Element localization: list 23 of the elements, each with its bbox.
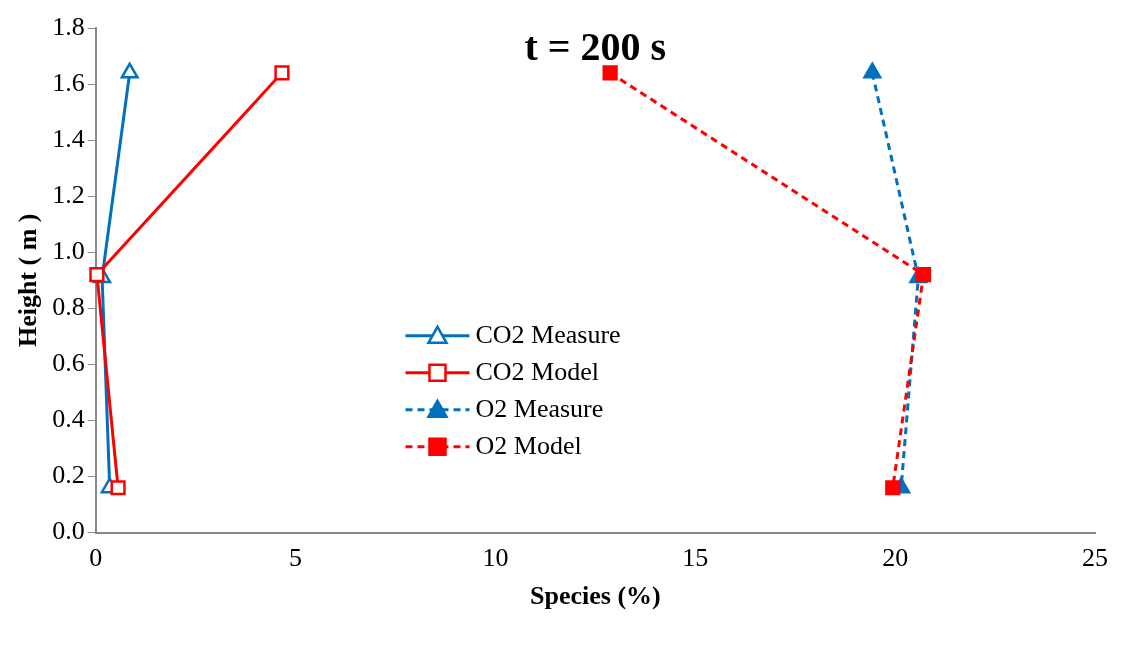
- chart-title: t = 200 s: [524, 24, 667, 70]
- y-tick-label: 0.6: [52, 348, 85, 378]
- y-tick-label: 1.0: [52, 236, 85, 266]
- x-tick-label: 10: [482, 543, 509, 573]
- y-tick-label: 1.4: [52, 123, 85, 153]
- y-tick-label: 1.6: [52, 67, 85, 97]
- y-tick-label: 0.8: [52, 292, 85, 322]
- y-tick-label: 0.0: [52, 516, 85, 546]
- y-tick-label: 1.8: [52, 11, 85, 41]
- y-tick-label: 0.4: [52, 404, 85, 434]
- x-axis-title: Species (%): [530, 581, 661, 611]
- y-tick-label: 1.2: [52, 180, 85, 210]
- y-axis-title: Height ( m ): [13, 213, 43, 348]
- x-tick-label: 20: [882, 543, 909, 573]
- x-tick-label: 25: [1082, 543, 1108, 573]
- legend-label: O2 Measure: [475, 393, 604, 423]
- x-tick-label: 0: [89, 543, 103, 573]
- y-tick-label: 0.2: [52, 460, 85, 490]
- legend-label: O2 Model: [475, 430, 582, 460]
- legend-label: CO2 Model: [475, 356, 599, 386]
- x-tick-label: 5: [289, 543, 303, 573]
- legend-label: CO2 Measure: [475, 319, 621, 349]
- x-tick-label: 15: [682, 543, 709, 573]
